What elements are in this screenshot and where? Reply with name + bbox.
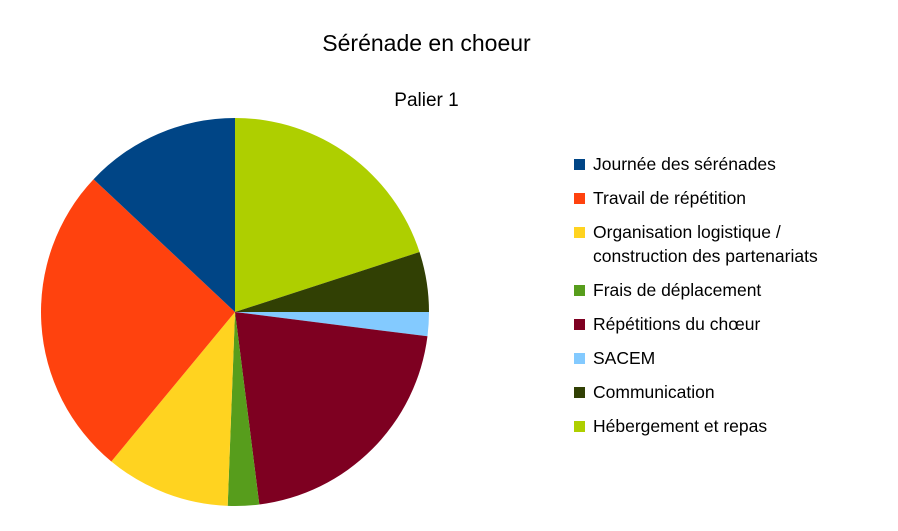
legend-item-repetitions-du-choeur: Répétitions du chœur [574,312,894,336]
legend-swatch [574,319,585,330]
legend-swatch [574,159,585,170]
chart-legend: Journée des sérénades Travail de répétit… [574,152,894,448]
legend-item-communication: Communication [574,380,894,404]
pie-slice-hebergement-et-repas [235,118,420,312]
legend-swatch [574,421,585,432]
legend-label-line-2: construction des partenariats [593,246,818,266]
legend-label: Journée des sérénades [593,154,776,174]
legend-item-frais-de-deplacement: Frais de déplacement [574,278,894,302]
legend-label: Communication [593,382,715,402]
pie-slice-repetitions-du-choeur [235,312,428,505]
pie-slice-sacem [235,312,429,337]
legend-swatch [574,227,585,238]
legend-item-travail-de-repetition: Travail de répétition [574,186,894,210]
pie-slice-communication [235,252,429,312]
pie-slice-journee-des-serenades [93,118,235,312]
legend-item-organisation-logistique: Organisation logistique / construction d… [574,220,894,268]
legend-swatch [574,387,585,398]
pie-slice-travail-de-repetition [41,179,235,462]
legend-swatch [574,193,585,204]
legend-item-hebergement-et-repas: Hébergement et repas [574,414,894,438]
legend-swatch [574,285,585,296]
legend-label-line-1: Organisation logistique / [593,222,781,242]
legend-swatch [574,353,585,364]
legend-item-journee-des-serenades: Journée des sérénades [574,152,894,176]
pie-slice-organisation-logistique-construction-des-partenariats [111,312,235,506]
chart-title: Sérénade en choeur [322,30,531,56]
legend-label: Travail de répétition [593,188,747,208]
chart-subtitle: Palier 1 [394,90,459,111]
legend-label: SACEM [593,348,656,368]
legend-label: Hébergement et repas [593,416,768,436]
legend-item-sacem: SACEM [574,346,894,370]
legend-label: Frais de déplacement [593,280,762,300]
legend-label: Répétitions du chœur [593,314,761,334]
pie-slice-frais-de-deplacement [227,312,260,506]
